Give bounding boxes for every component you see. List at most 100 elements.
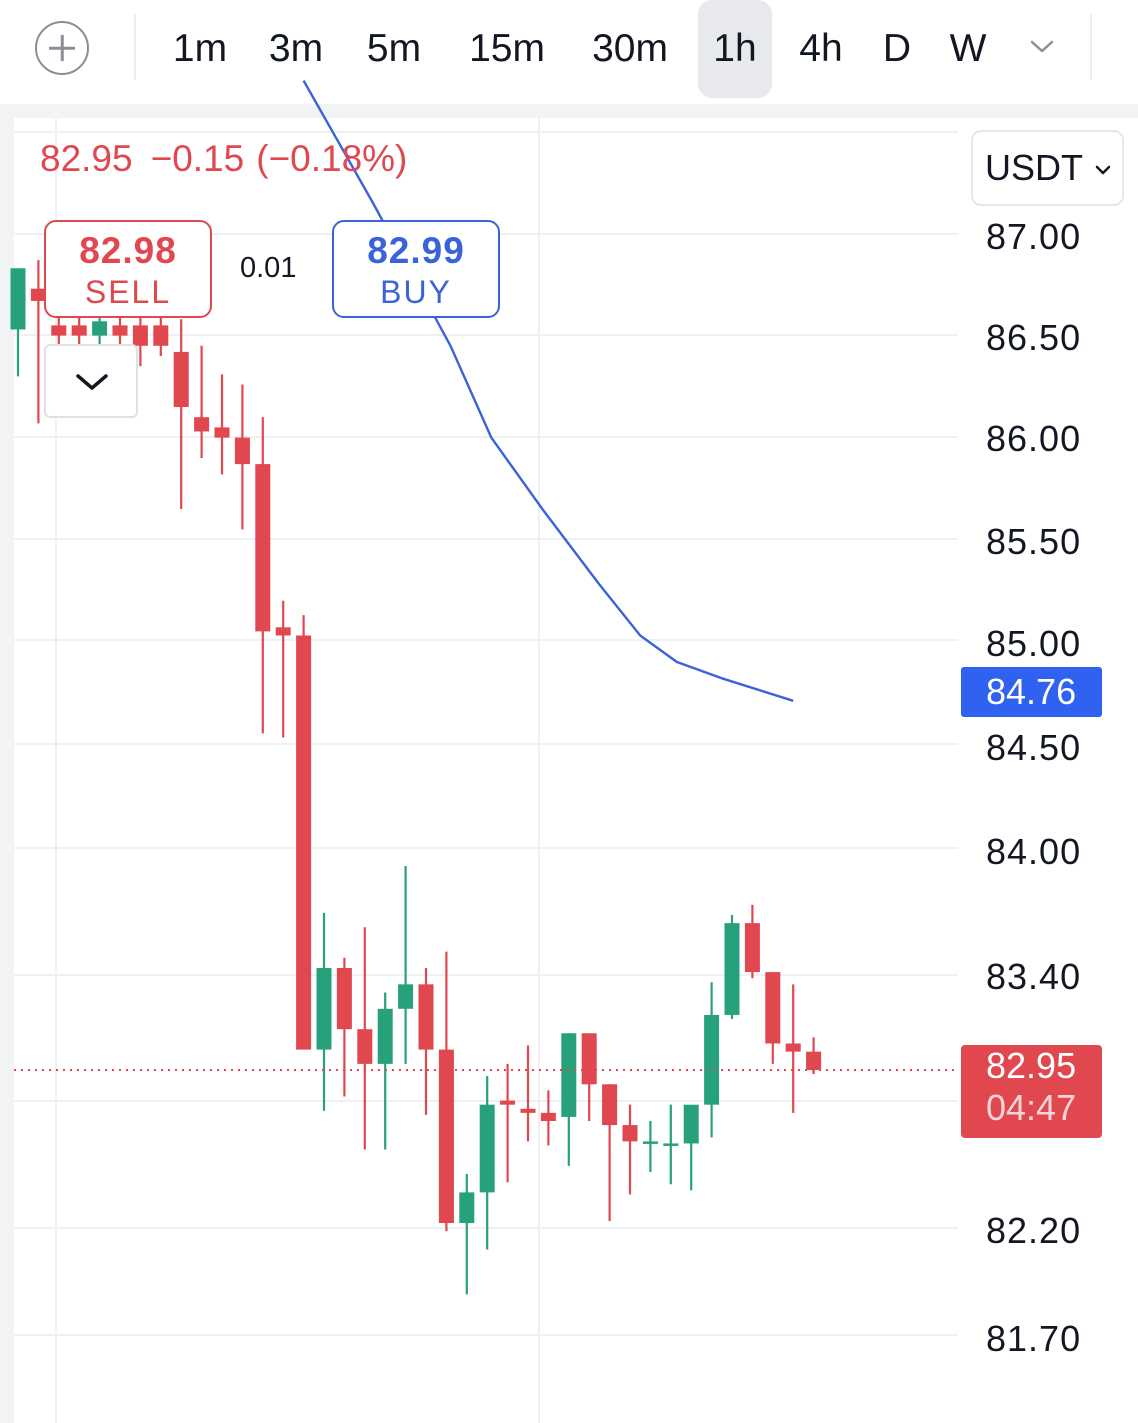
- add-icon[interactable]: [35, 21, 89, 75]
- candle-body: [663, 1143, 679, 1146]
- buy-button[interactable]: 82.99 BUY: [332, 220, 500, 318]
- candles: [10, 260, 822, 1295]
- chart-grid: [14, 118, 1138, 1423]
- currency-selector[interactable]: USDT: [971, 130, 1124, 206]
- candle-body: [459, 1192, 475, 1223]
- candle-body: [234, 437, 250, 465]
- candle-body: [683, 1104, 699, 1144]
- price-axis-label: 84.50: [986, 727, 1082, 768]
- price-axis-label: 84.00: [986, 831, 1082, 872]
- candle: [438, 951, 454, 1232]
- last-price-value: 82.95: [986, 1045, 1077, 1086]
- chevron-down-icon[interactable]: [1028, 38, 1056, 56]
- tab-3m[interactable]: 3m: [268, 27, 324, 70]
- tab-w[interactable]: W: [949, 27, 987, 70]
- tab-1h[interactable]: 1h: [698, 0, 772, 98]
- candle: [806, 1037, 822, 1075]
- candle-body: [112, 325, 128, 336]
- candle-body: [255, 464, 271, 632]
- chevron-down-icon: [1095, 165, 1111, 175]
- timeframe-toolbar: 1m 3m 5m 15m 30m 1h 4h D W: [0, 0, 1138, 104]
- candle-body: [602, 1084, 618, 1126]
- candle: [785, 984, 801, 1113]
- candle: [30, 260, 46, 424]
- candle-body: [479, 1104, 495, 1193]
- sell-price: 82.98: [79, 230, 177, 271]
- candle-body: [153, 325, 169, 346]
- candle: [418, 968, 434, 1115]
- candle-body: [704, 1014, 720, 1105]
- legend-price: 82.95: [40, 138, 133, 179]
- candle-body: [377, 1008, 393, 1064]
- price-axis-label: 82.20: [986, 1210, 1082, 1251]
- candle-body: [724, 923, 740, 1015]
- candle: [540, 1090, 556, 1146]
- candle: [622, 1104, 638, 1195]
- candle: [316, 912, 332, 1111]
- toolbar-separator: [0, 104, 1138, 118]
- candle-body: [520, 1108, 536, 1113]
- toolbar-divider: [134, 14, 136, 80]
- candle-body: [51, 325, 67, 336]
- tab-15m[interactable]: 15m: [469, 27, 545, 70]
- candle: [479, 1076, 495, 1250]
- candle-body: [30, 288, 46, 301]
- buy-label: BUY: [380, 274, 452, 310]
- currency-label: USDT: [985, 147, 1083, 188]
- candle-body: [642, 1141, 658, 1144]
- candle-body: [132, 325, 148, 346]
- candle: [520, 1045, 536, 1142]
- price-axis-label: 86.00: [986, 418, 1082, 459]
- tab-4h[interactable]: 4h: [799, 27, 843, 70]
- candle-body: [194, 417, 210, 432]
- candle: [561, 1033, 577, 1166]
- tab-d[interactable]: D: [882, 27, 912, 70]
- candle: [724, 914, 740, 1019]
- candle: [296, 615, 312, 1050]
- candle-body: [316, 968, 332, 1050]
- candle: [214, 374, 230, 475]
- candle-countdown: 04:47: [986, 1087, 1077, 1128]
- candle-body: [785, 1043, 801, 1052]
- candle-body: [765, 972, 781, 1044]
- candle-body: [418, 984, 434, 1050]
- price-axis-label: 81.70: [986, 1318, 1082, 1359]
- candle: [234, 384, 250, 530]
- candle-body: [398, 984, 414, 1009]
- candle-body: [275, 627, 291, 636]
- tab-1m[interactable]: 1m: [172, 27, 228, 70]
- sell-button[interactable]: 82.98 SELL: [44, 220, 212, 318]
- last-price-tag: 82.95 04:47: [961, 1045, 1102, 1138]
- candle: [255, 417, 271, 734]
- candle-body: [438, 1049, 454, 1223]
- candle: [173, 319, 189, 509]
- candle: [602, 1084, 618, 1221]
- tab-30m[interactable]: 30m: [592, 27, 668, 70]
- candle: [704, 982, 720, 1138]
- candle: [357, 927, 373, 1150]
- candle-body: [336, 968, 352, 1030]
- price-axis-label: 85.00: [986, 623, 1082, 664]
- tab-5m[interactable]: 5m: [366, 27, 422, 70]
- candle-body: [296, 635, 312, 1050]
- chevron-down-icon: [76, 374, 108, 390]
- legend-change: −0.15: [150, 138, 245, 179]
- ma-price-tag: 84.76: [961, 667, 1102, 717]
- candle-body: [561, 1033, 577, 1117]
- candle-body: [540, 1112, 556, 1121]
- candle-body: [92, 321, 108, 336]
- toolbar-divider: [1090, 14, 1092, 80]
- candle-body: [214, 427, 230, 438]
- candle: [765, 972, 781, 1064]
- collapse-trade-button[interactable]: [44, 344, 138, 418]
- candle: [683, 1104, 699, 1191]
- candle: [581, 1033, 597, 1121]
- candle: [275, 600, 291, 738]
- candle-body: [581, 1033, 597, 1085]
- panel-edge: [0, 118, 14, 1423]
- candle: [194, 345, 210, 458]
- sell-label: SELL: [84, 274, 172, 310]
- candle-body: [744, 923, 760, 973]
- candle-body: [71, 325, 87, 336]
- candle-body: [10, 268, 26, 330]
